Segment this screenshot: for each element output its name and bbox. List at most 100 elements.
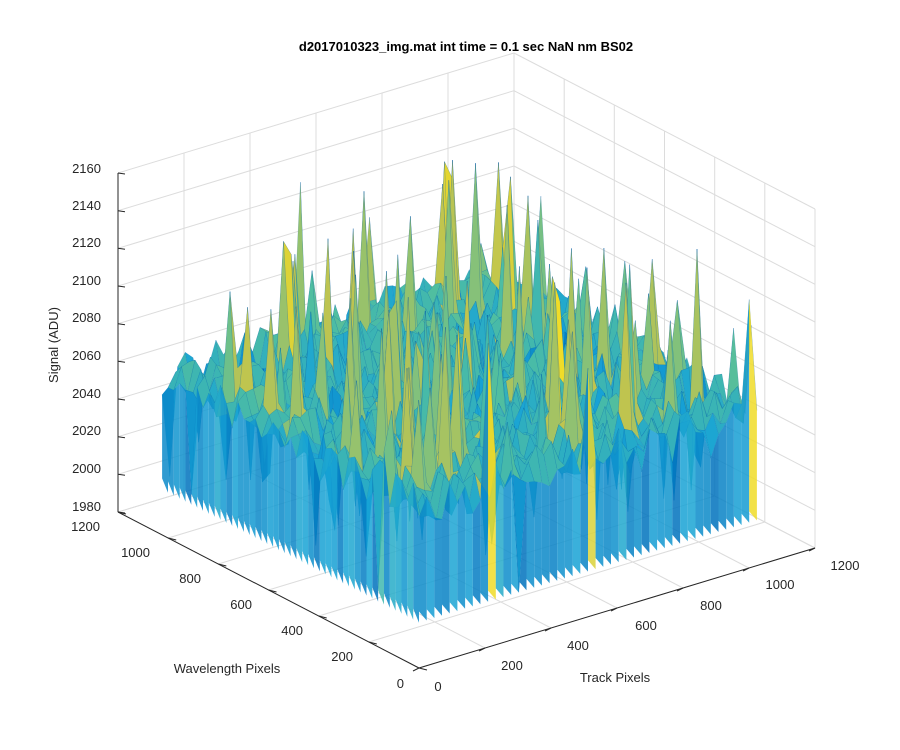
y-tick-labels: 0 200 400 600 800 1000 1200 <box>71 519 404 691</box>
surface-skirt <box>634 448 642 556</box>
z-tick-mark <box>117 285 126 288</box>
surface-patch <box>245 388 260 417</box>
z-tick-label: 2100 <box>72 273 101 288</box>
surface-skirt <box>649 429 658 551</box>
surface-patch <box>181 359 196 395</box>
surface-skirt <box>419 497 427 621</box>
y-tick-label: 600 <box>230 597 252 612</box>
surface-skirt <box>541 482 550 584</box>
surface-skirt <box>618 428 627 560</box>
gridline <box>513 165 816 323</box>
y-axis-title: Wavelength Pixels <box>174 661 281 676</box>
surface-skirt <box>389 473 396 611</box>
gridline <box>513 127 816 285</box>
z-tick-label: 2140 <box>72 198 101 213</box>
surface-patch <box>666 411 681 464</box>
y-tick-mark <box>168 537 177 541</box>
x-tick-mark <box>676 587 684 592</box>
y-tick-mark <box>318 615 327 619</box>
surface-skirt <box>480 343 489 602</box>
surface-skirt <box>395 473 402 614</box>
gridline <box>117 127 515 249</box>
surface-skirt <box>337 454 344 584</box>
surface-skirt <box>232 401 238 529</box>
z-tick-label: 2020 <box>72 423 101 438</box>
surface-patch <box>416 486 431 504</box>
z-tick-mark <box>117 436 126 439</box>
surface-skirt <box>534 481 542 586</box>
gridline <box>117 52 515 174</box>
surface-skirt <box>284 438 291 557</box>
surface-skirt <box>331 448 338 581</box>
surface-skirt <box>611 428 619 563</box>
surface-skirt <box>372 469 379 602</box>
x-tick-label: 1200 <box>831 558 860 573</box>
z-tick-label: 1980 <box>72 499 101 514</box>
z-tick-mark <box>117 360 126 363</box>
gridline <box>513 240 816 398</box>
surface-skirt <box>378 451 384 605</box>
x-tick-mark <box>412 667 420 672</box>
surface-skirt <box>302 430 309 566</box>
surface-patch <box>706 391 721 424</box>
surface-mesh <box>161 160 758 623</box>
surface-skirt <box>273 422 279 551</box>
x-tick-label: 800 <box>700 598 722 613</box>
x-tick-label: 200 <box>501 658 523 673</box>
x-tick-label: 400 <box>567 638 589 653</box>
gridline <box>513 52 816 210</box>
surface-skirt <box>366 469 373 599</box>
y-tick-mark <box>218 563 227 567</box>
surface-skirt <box>278 430 285 554</box>
y-tick-mark <box>368 641 377 645</box>
y-tick-label: 400 <box>281 623 303 638</box>
surface-skirt <box>238 401 244 532</box>
surface-skirt <box>413 482 419 623</box>
surface-skirt <box>564 449 573 577</box>
surface-skirt <box>255 419 262 542</box>
surface-patch <box>252 327 267 374</box>
z-tick-label: 2060 <box>72 348 101 363</box>
surface-skirt <box>173 383 180 499</box>
surface-skirt <box>695 432 704 537</box>
surface-skirt <box>718 422 727 530</box>
surface-skirt <box>384 451 390 608</box>
surface-patch <box>262 309 277 416</box>
surface-skirt <box>549 470 558 581</box>
surface-skirt <box>261 433 268 545</box>
x-tick-label: 600 <box>635 618 657 633</box>
surface-skirt <box>191 387 198 508</box>
surface-skirt <box>657 433 665 549</box>
surface-skirt <box>162 387 168 493</box>
surface-skirt <box>511 470 519 593</box>
z-tick-mark <box>117 511 126 514</box>
surface-patch <box>307 407 322 446</box>
surface-skirt <box>503 470 512 595</box>
gridline <box>368 521 765 643</box>
surface-skirt <box>208 393 215 517</box>
surface-skirt <box>703 432 711 535</box>
y-tick-label: 1200 <box>71 519 100 534</box>
surface-skirt <box>449 483 458 612</box>
surface-skirt <box>343 457 349 587</box>
surface-patch <box>631 430 646 449</box>
x-tick-mark <box>610 607 618 612</box>
tick-marks <box>117 172 816 672</box>
surface-skirt <box>325 448 332 578</box>
surface-skirt <box>457 486 466 609</box>
surface-skirt <box>749 299 757 521</box>
surface-patch <box>691 391 706 431</box>
z-tick-mark <box>117 398 126 401</box>
y-tick-label: 200 <box>331 649 353 664</box>
surface-skirt <box>214 385 221 520</box>
z-tick-mark <box>117 210 126 213</box>
gridline <box>513 203 816 361</box>
surface-skirt <box>197 387 203 511</box>
z-tick-label: 2120 <box>72 235 101 250</box>
surface-skirt <box>488 343 496 600</box>
x-tick-mark <box>742 567 750 572</box>
x-tick-labels: 0 200 400 600 800 1000 1200 <box>434 558 859 694</box>
surface-skirt <box>641 429 650 553</box>
z-tick-mark <box>117 473 126 476</box>
